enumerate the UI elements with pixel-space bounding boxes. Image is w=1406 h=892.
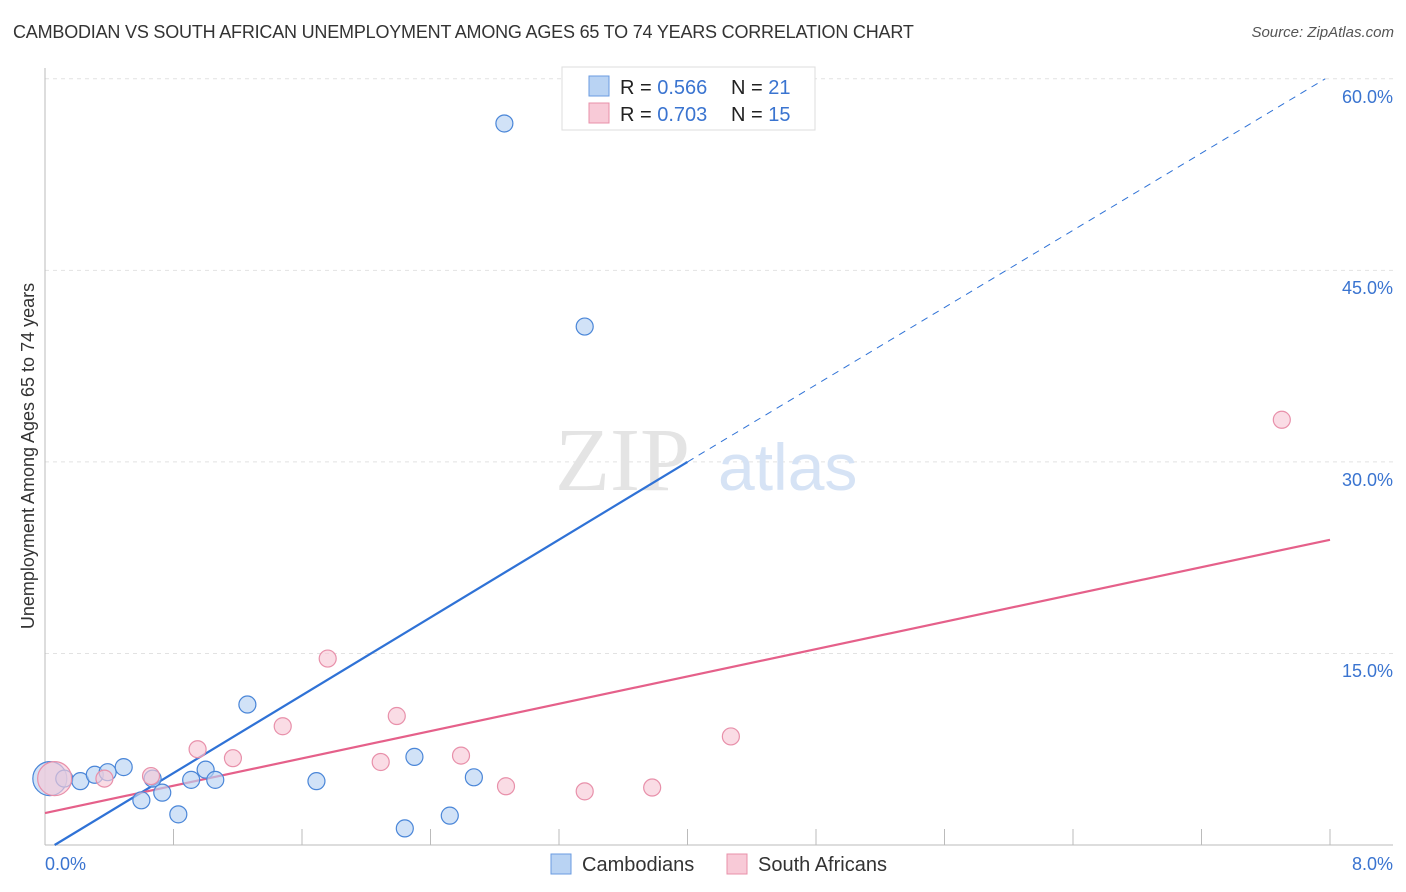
data-point-south-africans bbox=[721, 727, 740, 746]
data-point-south-africans bbox=[95, 769, 114, 788]
watermark-atlas: atlas bbox=[718, 430, 857, 504]
legend-n-value: 15 bbox=[768, 104, 790, 126]
x-tick-label: 8.0% bbox=[1352, 854, 1393, 874]
data-point-cambodians bbox=[405, 747, 424, 766]
data-point-south-africans bbox=[1272, 410, 1291, 429]
data-point-cambodians bbox=[464, 768, 483, 787]
legend-n-label: N = bbox=[731, 77, 768, 99]
data-point-cambodians bbox=[153, 783, 172, 802]
data-point-cambodians bbox=[132, 791, 151, 810]
data-point-south-africans bbox=[451, 746, 471, 765]
data-point-cambodians bbox=[182, 770, 201, 789]
data-point-south-africans bbox=[387, 706, 406, 726]
legend-top: R = 0.566 N = 21 R = 0.703 N = 15 bbox=[561, 66, 816, 131]
legend-r-label: R = bbox=[620, 104, 657, 126]
legend-swatch-south-africans bbox=[588, 102, 610, 124]
data-point-south-africans bbox=[273, 717, 292, 736]
data-point-south-africans bbox=[371, 752, 390, 772]
watermark: ZIP bbox=[555, 411, 690, 510]
data-point-cambodians bbox=[307, 772, 326, 791]
svg-text:N = 21: N = 21 bbox=[731, 77, 791, 99]
data-point-cambodians bbox=[238, 695, 257, 714]
data-point-south-africans bbox=[496, 777, 516, 796]
trend-line-south-africans bbox=[44, 538, 1331, 815]
data-point-cambodians bbox=[440, 806, 459, 825]
x-tick-label: 0.0% bbox=[45, 854, 86, 874]
data-point-south-africans bbox=[37, 760, 73, 797]
legend-swatch-cambodians bbox=[588, 75, 610, 97]
legend-r-value: 0.703 bbox=[657, 104, 707, 126]
data-point-south-africans bbox=[188, 740, 207, 759]
legend-r-value: 0.566 bbox=[657, 77, 707, 99]
svg-text:R = 0.566: R = 0.566 bbox=[620, 77, 707, 99]
chart-title: CAMBODIAN VS SOUTH AFRICAN UNEMPLOYMENT … bbox=[13, 22, 914, 42]
legend-swatch-cambodians bbox=[550, 853, 572, 875]
data-point-cambodians bbox=[206, 770, 225, 789]
data-point-cambodians bbox=[169, 805, 188, 824]
legend-bottom: Cambodians South Africans bbox=[550, 853, 887, 876]
y-tick-label: 30.0% bbox=[1342, 470, 1393, 490]
y-tick-label: 45.0% bbox=[1342, 278, 1393, 298]
legend-swatch-south-africans bbox=[726, 853, 748, 875]
data-point-south-africans bbox=[141, 766, 161, 786]
data-point-south-africans bbox=[575, 782, 594, 801]
data-point-cambodians bbox=[575, 317, 594, 336]
source-label: Source: ZipAtlas.com bbox=[1251, 24, 1394, 41]
legend-r-label: R = bbox=[620, 77, 657, 99]
svg-text:R = 0.703: R = 0.703 bbox=[620, 104, 707, 126]
y-tick-label: 15.0% bbox=[1342, 661, 1393, 681]
data-point-cambodians bbox=[495, 114, 514, 133]
y-tick-label: 60.0% bbox=[1342, 87, 1393, 107]
trend-line-extension bbox=[687, 78, 1326, 463]
legend-n-value: 21 bbox=[768, 77, 790, 99]
legend-label-cambodians: Cambodians bbox=[582, 854, 694, 876]
y-axis-label: Unemployment Among Ages 65 to 74 years bbox=[18, 283, 38, 629]
data-point-cambodians bbox=[114, 758, 133, 777]
data-point-south-africans bbox=[223, 749, 243, 768]
svg-text:N = 15: N = 15 bbox=[731, 104, 791, 126]
data-point-cambodians bbox=[395, 819, 414, 838]
data-point-south-africans bbox=[318, 649, 337, 668]
legend-n-label: N = bbox=[731, 104, 768, 126]
legend-label-south-africans: South Africans bbox=[758, 854, 887, 876]
data-point-south-africans bbox=[643, 778, 662, 797]
